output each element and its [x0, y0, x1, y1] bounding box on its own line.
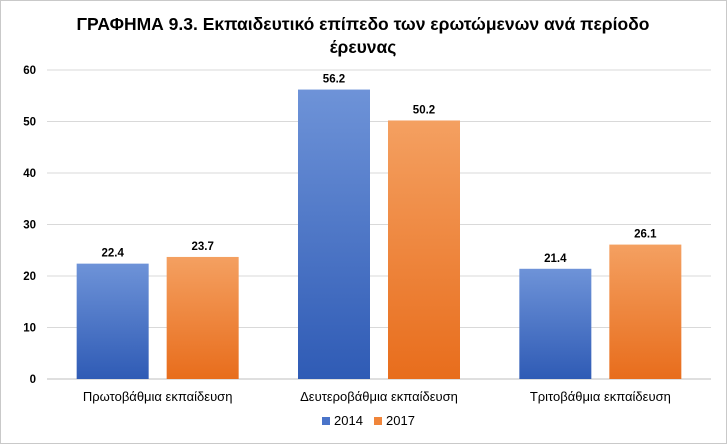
legend-label-2017: 2017: [386, 413, 415, 428]
y-tick-label: 30: [23, 220, 36, 232]
data-label-2017-2: 50.2: [413, 104, 435, 116]
y-tick-label: 20: [23, 271, 36, 283]
bar-2017-2: [388, 120, 460, 379]
legend-swatch-2017: [374, 417, 382, 425]
y-axis-ticks: 0 10 20 30 40 50 60: [23, 65, 36, 386]
bar-2014-2: [298, 89, 370, 379]
category-label: Πρωτοβάθμια εκπαίδευση: [83, 389, 233, 404]
chart-title-line-1: ΓΡΑΦΗΜΑ 9.3. Εκπαιδευτικό επίπεδο των ερ…: [77, 14, 650, 34]
data-label-2014-3: 21.4: [544, 253, 567, 265]
data-label-2017-1: 23.7: [191, 241, 213, 253]
bar-2014-1: [76, 263, 149, 379]
data-label-2014-1: 22.4: [101, 248, 124, 260]
y-tick-label: 60: [23, 65, 36, 77]
category-labels: Πρωτοβάθμια εκπαίδευση Δευτεροβάθμια εκπα…: [83, 389, 671, 404]
bars: [76, 89, 682, 379]
data-labels: 22.4 23.7 56.2 50.2 21.4 26.1: [101, 74, 657, 265]
legend: 2014 2017: [322, 413, 415, 428]
bar-2017-3: [609, 244, 682, 379]
y-tick-label: 50: [23, 117, 36, 129]
gridlines: [47, 69, 711, 380]
y-tick-label: 40: [23, 168, 36, 180]
chart-title-line-2: έρευνας: [330, 37, 397, 57]
legend-label-2014: 2014: [334, 413, 363, 428]
category-label: Δευτεροβάθμια εκπαίδευση: [300, 389, 458, 404]
y-tick-label: 10: [23, 323, 36, 335]
data-label-2014-2: 56.2: [323, 74, 345, 86]
legend-swatch-2014: [322, 417, 330, 425]
category-label: Τριτοβάθμια εκπαίδευση: [530, 389, 671, 404]
y-tick-label: 0: [30, 374, 36, 386]
bar-2017-1: [166, 256, 239, 379]
data-label-2017-3: 26.1: [634, 229, 657, 241]
bar-2014-3: [519, 268, 592, 379]
